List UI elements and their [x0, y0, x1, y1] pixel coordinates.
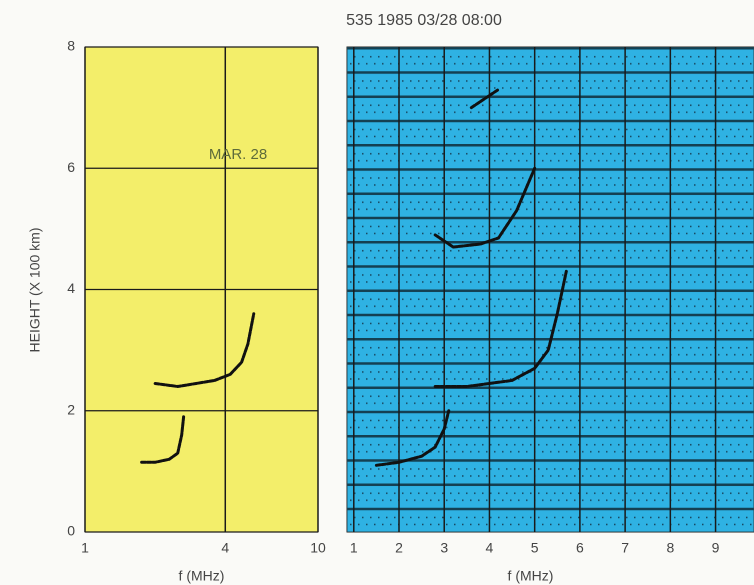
y-tick-label: 2 — [67, 401, 75, 417]
x-tick-label: 8 — [666, 540, 674, 556]
x-tick-label: 7 — [621, 540, 629, 556]
x-tick-label: 9 — [712, 540, 720, 556]
y-axis-label: HEIGHT (X 100 km) — [27, 228, 43, 353]
x-tick-label: 4 — [221, 540, 229, 556]
x-tick-label: 10 — [310, 540, 326, 556]
x-tick-label: 4 — [486, 540, 494, 556]
x-tick-label: 3 — [440, 540, 448, 556]
y-tick-label: 0 — [67, 523, 75, 539]
trace — [374, 409, 451, 467]
trace — [433, 269, 568, 388]
x-axis-label: f (MHz) — [179, 568, 225, 584]
trace — [140, 415, 186, 464]
y-tick-label: 6 — [67, 159, 75, 175]
x-tick-label: 5 — [531, 540, 539, 556]
trace — [153, 312, 256, 389]
x-axis-label: f (MHz) — [508, 568, 554, 584]
plot-tint — [347, 47, 754, 532]
x-tick-label: 1 — [81, 540, 89, 556]
x-tick-label: 2 — [395, 540, 403, 556]
y-tick-label: 4 — [67, 280, 75, 296]
annotation: MAR. 28 — [209, 146, 267, 163]
x-tick-label: 1 — [350, 540, 358, 556]
trace — [433, 166, 537, 249]
chart-title: 535 1985 03/28 08:00 — [346, 12, 502, 29]
trace — [469, 87, 500, 110]
x-tick-label: 6 — [576, 540, 584, 556]
y-tick-label: 8 — [67, 38, 75, 54]
plot-background — [346, 46, 754, 533]
